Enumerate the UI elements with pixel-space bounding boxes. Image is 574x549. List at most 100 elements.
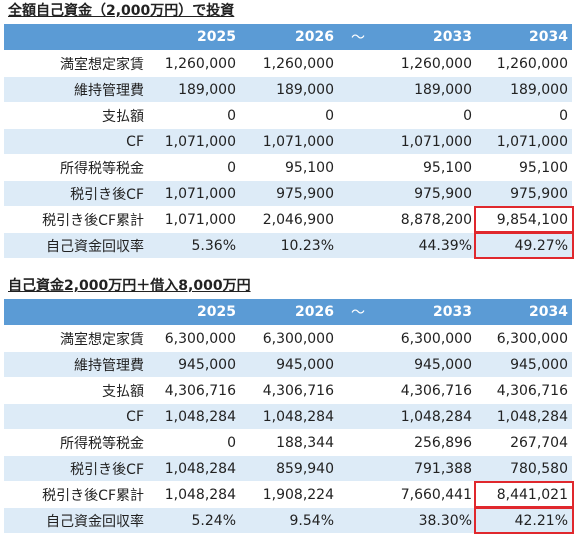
cell-gap: [338, 325, 378, 352]
cell-2025: 1,071,000: [148, 206, 240, 233]
header-row: 2025 2026 ～ 2033 2034: [4, 299, 572, 326]
table-row: 自己資金回収率 5.36% 10.23% 44.39% 49.27%: [4, 232, 574, 259]
cell-2033: 38.30%: [378, 507, 476, 534]
table-row: 自己資金回収率 5.24% 9.54% 38.30% 42.21%: [4, 507, 574, 534]
cell-2034: 6,300,000: [476, 325, 572, 352]
table-row: 所得税等税金 0 188,344 256,896 267,704: [4, 429, 572, 456]
table-row: 支払額 0 0 0 0: [4, 102, 572, 129]
table-row: 税引き後CF累計 1,048,284 1,908,224 7,660,441 8…: [4, 481, 574, 508]
cell-2033: 0: [378, 102, 476, 129]
header-ellipsis: ～: [338, 24, 378, 51]
table-row: 満室想定家賃 1,260,000 1,260,000 1,260,000 1,2…: [4, 50, 572, 77]
cell-2025: 6,300,000: [148, 325, 240, 352]
header-2034: 2034: [476, 24, 572, 51]
cell-2026: 95,100: [240, 154, 338, 181]
cell-gap: [338, 154, 378, 181]
cell-2034: 267,704: [476, 429, 572, 456]
cell-2034: 1,071,000: [476, 128, 572, 155]
row-label: 支払額: [4, 377, 148, 404]
highlighted-value: 49.27%: [514, 237, 568, 254]
cell-2033: 44.39%: [378, 232, 476, 259]
cell-gap: [338, 481, 378, 508]
cell-gap: [338, 403, 378, 430]
cell-2033: 4,306,716: [378, 377, 476, 404]
header-2034: 2034: [476, 299, 572, 326]
cell-2026: 10.23%: [240, 232, 338, 259]
table-row: 維持管理費 189,000 189,000 189,000 189,000: [4, 76, 572, 103]
header-2033: 2033: [378, 24, 476, 51]
cell-2026: 945,000: [240, 351, 338, 378]
cell-2025: 945,000: [148, 351, 240, 378]
cell-gap: [338, 351, 378, 378]
row-label: 税引き後CF: [4, 180, 148, 207]
cell-2034-highlighted: 8,441,021: [474, 481, 574, 508]
cell-2025: 0: [148, 102, 240, 129]
cell-2025: 5.36%: [148, 232, 240, 259]
cell-2033: 975,900: [378, 180, 476, 207]
table-row: 支払額 4,306,716 4,306,716 4,306,716 4,306,…: [4, 377, 572, 404]
row-label: 所得税等税金: [4, 154, 148, 181]
cell-2033: 1,048,284: [378, 403, 476, 430]
cell-2034: 95,100: [476, 154, 572, 181]
highlighted-value: 9,854,100: [496, 211, 568, 228]
cell-gap: [338, 180, 378, 207]
table-row: 税引き後CF 1,048,284 859,940 791,388 780,580: [4, 455, 572, 482]
row-label: 維持管理費: [4, 351, 148, 378]
cell-2025: 189,000: [148, 76, 240, 103]
cell-2034: 945,000: [476, 351, 572, 378]
cell-2033: 95,100: [378, 154, 476, 181]
cell-2033: 7,660,441: [378, 481, 476, 508]
cell-gap: [338, 76, 378, 103]
cell-gap: [338, 50, 378, 77]
table-with-loan: 2025 2026 ～ 2033 2034 満室想定家賃 6,300,000 6…: [4, 299, 574, 534]
cell-2034: 0: [476, 102, 572, 129]
header-ellipsis: ～: [338, 299, 378, 326]
row-label: 満室想定家賃: [4, 50, 148, 77]
cell-2033: 791,388: [378, 455, 476, 482]
highlighted-value: 8,441,021: [496, 486, 568, 503]
cell-2033: 1,071,000: [378, 128, 476, 155]
header-2025: 2025: [148, 299, 240, 326]
cell-gap: [338, 377, 378, 404]
cell-2026: 1,260,000: [240, 50, 338, 77]
cell-2034: 780,580: [476, 455, 572, 482]
header-2026: 2026: [240, 299, 338, 326]
cell-2026: 0: [240, 102, 338, 129]
cell-2034: 1,048,284: [476, 403, 572, 430]
cell-2026: 859,940: [240, 455, 338, 482]
cell-2033: 945,000: [378, 351, 476, 378]
cell-2025: 0: [148, 429, 240, 456]
cell-2034: 189,000: [476, 76, 572, 103]
cell-2026: 9.54%: [240, 507, 338, 534]
section-title: 自己資金2,000万円＋借入8,000万円: [8, 278, 251, 294]
cell-2033: 189,000: [378, 76, 476, 103]
cell-gap: [338, 102, 378, 129]
row-label: 支払額: [4, 102, 148, 129]
cell-2025: 5.24%: [148, 507, 240, 534]
header-row: 2025 2026 ～ 2033 2034: [4, 24, 572, 51]
row-label: 所得税等税金: [4, 429, 148, 456]
row-label: 満室想定家賃: [4, 325, 148, 352]
cell-2025: 1,071,000: [148, 180, 240, 207]
cell-2026: 975,900: [240, 180, 338, 207]
table-row: 所得税等税金 0 95,100 95,100 95,100: [4, 154, 572, 181]
header-corner: [4, 299, 148, 326]
table-row: 税引き後CF累計 1,071,000 2,046,900 8,878,200 9…: [4, 206, 574, 233]
table-row: CF 1,071,000 1,071,000 1,071,000 1,071,0…: [4, 128, 572, 155]
table-row: 維持管理費 945,000 945,000 945,000 945,000: [4, 351, 572, 378]
table-row: 満室想定家賃 6,300,000 6,300,000 6,300,000 6,3…: [4, 325, 572, 352]
row-label: 自己資金回収率: [4, 232, 148, 259]
cell-2025: 1,260,000: [148, 50, 240, 77]
cell-2026: 1,908,224: [240, 481, 338, 508]
row-label: 税引き後CF累計: [4, 481, 148, 508]
header-corner: [4, 24, 148, 51]
highlighted-value: 42.21%: [514, 512, 568, 529]
row-label: CF: [4, 403, 148, 430]
cell-2034-highlighted: 42.21%: [474, 507, 574, 534]
header-2033: 2033: [378, 299, 476, 326]
row-label: 維持管理費: [4, 76, 148, 103]
cell-2026: 6,300,000: [240, 325, 338, 352]
cell-2025: 1,071,000: [148, 128, 240, 155]
cell-gap: [338, 128, 378, 155]
cell-2025: 4,306,716: [148, 377, 240, 404]
